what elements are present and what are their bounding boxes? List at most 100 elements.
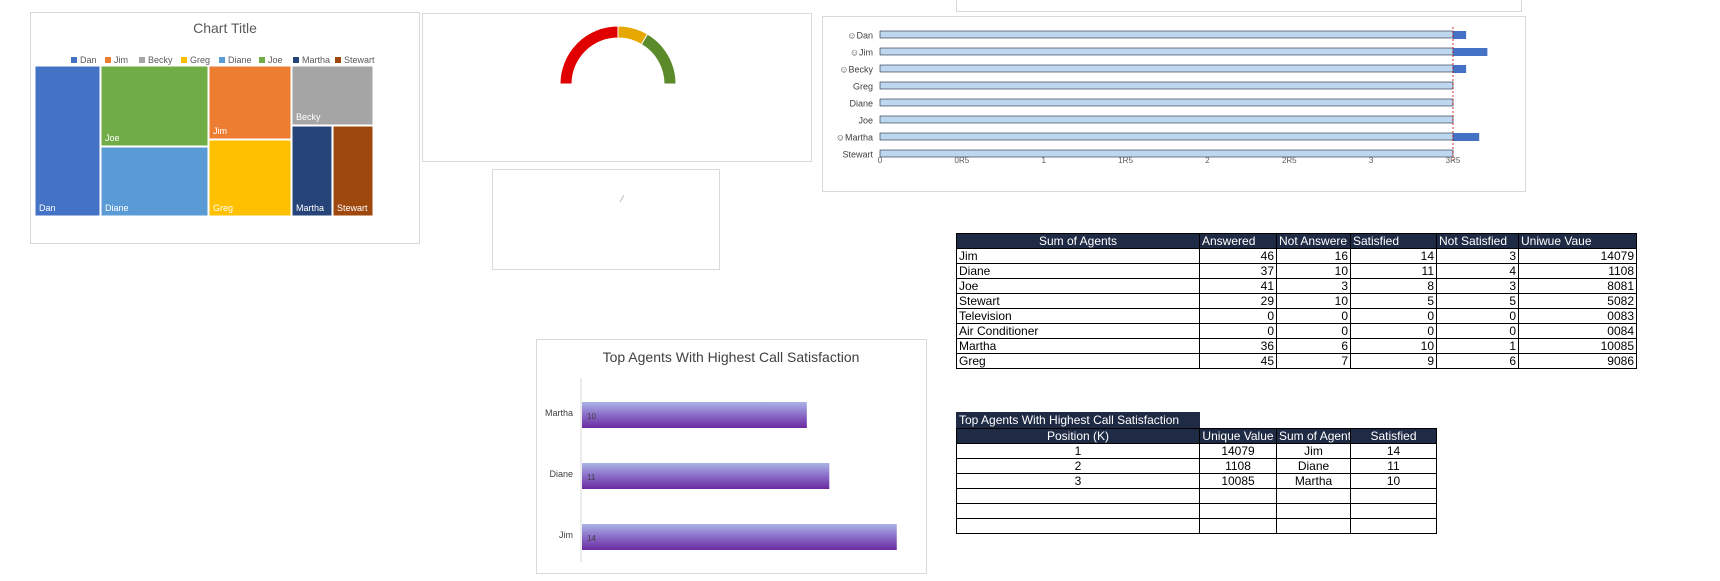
agent-bar-main — [879, 47, 1454, 56]
legend-label-joe: Joe — [268, 55, 283, 65]
pivot-cell: 41 — [1199, 278, 1277, 294]
agent-xtick-label: 0R5 — [955, 156, 970, 165]
pivot-cell: 10 — [1276, 263, 1351, 279]
top-agents-row: 2 1108 Diane 11 — [956, 458, 1437, 474]
pivot-cell: 9 — [1350, 353, 1437, 369]
top-agents-bar — [582, 402, 807, 428]
legend-label-martha: Martha — [302, 55, 330, 65]
top-agents-chart-panel[interactable]: Top Agents With Highest Call Satisfactio… — [536, 339, 927, 574]
legend-swatch-dan — [71, 57, 77, 63]
agent-category-label: Diane — [849, 99, 873, 109]
top-agents-table: Position (K) Unique Value Sum of Agents Sat… — [956, 428, 1437, 534]
legend-swatch-stewart — [335, 57, 341, 63]
agent-xtick-label: 3R5 — [1446, 156, 1461, 165]
top-agents-cell — [1350, 503, 1437, 519]
pivot-cell: 11 — [1350, 263, 1437, 279]
pivot-cell: 0 — [1436, 323, 1519, 339]
agent-bar-main — [879, 149, 1454, 158]
top-agents-cell: 1108 — [1199, 458, 1277, 474]
pivot-cell: 4 — [1436, 263, 1519, 279]
treemap-label-diane: Diane — [105, 203, 129, 213]
top-agents-data-label: 10 — [587, 412, 596, 421]
treemap-tile-martha — [291, 125, 333, 217]
agent-bar-chart: ☺Dan ☺Jim ☺Becky Greg Diane Joe ☺Martha Stewart… — [836, 27, 1488, 165]
pivot-header-cell: Sum of Agents — [956, 233, 1200, 249]
treemap-label-jim: Jim — [213, 126, 227, 136]
pivot-cell: 10 — [1350, 338, 1437, 354]
top-agents-cell — [1350, 518, 1437, 534]
top-agents-cell: 14 — [1350, 443, 1437, 459]
top-agents-cell — [1350, 488, 1437, 504]
top-agents-row: 3 10085 Martha 10 — [956, 473, 1437, 489]
agent-xtick-label: 3 — [1369, 156, 1374, 165]
treemap-tile-dan — [34, 65, 101, 217]
top-agents-row: 1 14079 Jim 14 — [956, 443, 1437, 459]
top-agents-cell: 14079 — [1199, 443, 1277, 459]
top-agents-cell: 3 — [956, 473, 1200, 489]
pivot-row: Martha 36 6 10 1 10085 — [956, 338, 1637, 354]
gauge-chart-panel[interactable] — [422, 13, 812, 162]
treemap-tile-joe — [100, 65, 209, 147]
top-agents-category-label: Diane — [549, 469, 573, 479]
pivot-cell: 3 — [1276, 278, 1351, 294]
top-agents-cell — [1199, 503, 1277, 519]
pivot-cell: Joe — [956, 278, 1200, 294]
legend-swatch-jim — [105, 57, 111, 63]
pivot-cell: Stewart — [956, 293, 1200, 309]
treemap-label-dan: Dan — [39, 203, 56, 213]
top-agents-cell — [1276, 503, 1351, 519]
pivot-table: Sum of Agents Answered Not Answere Satisfie… — [956, 233, 1637, 369]
treemap-title: Chart Title — [193, 20, 257, 36]
pivot-cell: 0 — [1276, 323, 1351, 339]
agent-category-label: ☺Jim — [850, 48, 873, 58]
agent-xtick-label: 2R5 — [1282, 156, 1297, 165]
treemap-tile-jim — [208, 65, 292, 140]
agent-bar-chart-panel[interactable]: ☺Dan ☺Jim ☺Becky Greg Diane Joe ☺Martha Stewart… — [822, 16, 1526, 192]
top-agents-data-label: 14 — [587, 534, 596, 543]
top-agents-bar — [582, 463, 830, 489]
treemap-tile-becky — [291, 65, 374, 126]
pivot-cell: 0084 — [1518, 323, 1637, 339]
pivot-cell: 5 — [1436, 293, 1519, 309]
treemap-chart: Chart Title Dan Jim Becky Greg Diane Joe Marth… — [34, 20, 375, 217]
top-agents-cell: 1 — [956, 443, 1200, 459]
top-agents-header-cell: Position (K) — [956, 428, 1200, 444]
empty-chart-mark — [619, 194, 625, 203]
top-agents-cell — [1276, 518, 1351, 534]
top-agents-cell: 10 — [1350, 473, 1437, 489]
agent-category-label: ☺Dan — [847, 31, 873, 41]
pivot-cell: 14079 — [1518, 248, 1637, 264]
top-agents-table-title: Top Agents With Highest Call Satisfactio… — [956, 412, 1200, 428]
treemap-chart-panel[interactable]: Chart Title Dan Jim Becky Greg Diane Joe Marth… — [30, 12, 420, 244]
top-agents-header-row: Position (K) Unique Value Sum of Agents Sat… — [956, 428, 1437, 444]
pivot-row: Greg 45 7 9 6 9086 — [956, 353, 1637, 369]
agent-category-label: Greg — [853, 82, 873, 92]
top-agents-cell — [1199, 488, 1277, 504]
pivot-row: Diane 37 10 11 4 1108 — [956, 263, 1637, 279]
agent-bar-extra — [1453, 65, 1467, 73]
top-agents-cell: Jim — [1276, 443, 1351, 459]
top-agents-cell: 11 — [1350, 458, 1437, 474]
agent-xtick-label: 1R5 — [1118, 156, 1133, 165]
pivot-cell: 3 — [1436, 248, 1519, 264]
top-agents-bar — [582, 524, 897, 550]
legend-swatch-greg — [181, 57, 187, 63]
pivot-cell: 14 — [1350, 248, 1437, 264]
treemap-label-martha: Martha — [296, 203, 324, 213]
top-agents-header-cell: Satisfied — [1350, 428, 1437, 444]
treemap-tile-greg — [208, 139, 292, 217]
pivot-row: Stewart 29 10 5 5 5082 — [956, 293, 1637, 309]
legend-label-dan: Dan — [80, 55, 97, 65]
legend-label-stewart: Stewart — [344, 55, 375, 65]
pivot-cell: 3 — [1436, 278, 1519, 294]
agent-category-label: ☺Martha — [836, 133, 873, 143]
treemap-label-becky: Becky — [296, 112, 321, 122]
treemap-label-greg: Greg — [213, 203, 233, 213]
pivot-cell: 16 — [1276, 248, 1351, 264]
pivot-cell: 9086 — [1518, 353, 1637, 369]
agent-bar-main — [879, 98, 1454, 107]
pivot-cell: 5082 — [1518, 293, 1637, 309]
pivot-cell: 6 — [1276, 338, 1351, 354]
agent-bar-main — [879, 81, 1454, 90]
empty-chart-panel[interactable] — [492, 169, 720, 270]
